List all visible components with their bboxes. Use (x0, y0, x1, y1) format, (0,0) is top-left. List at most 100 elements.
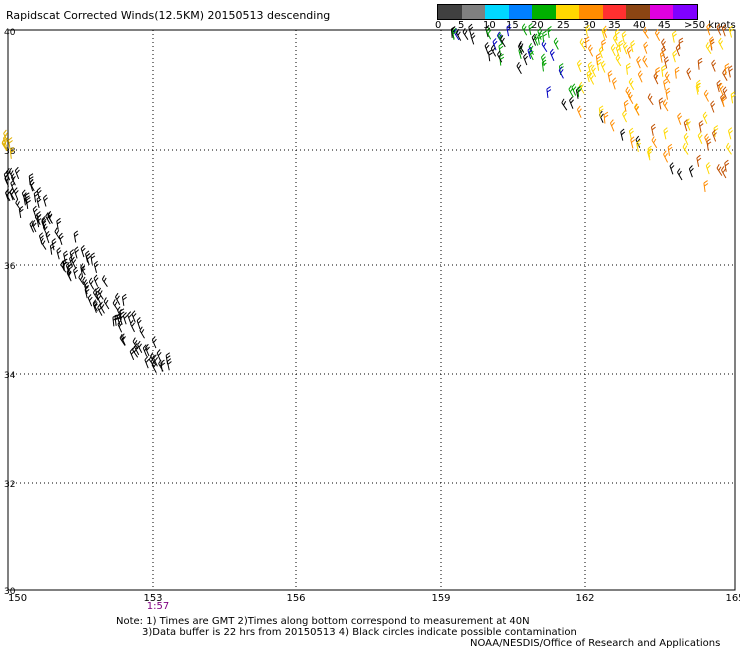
wind-barb (636, 139, 641, 152)
wind-barb (73, 266, 78, 280)
wind-barb (118, 312, 124, 325)
wind-barb (695, 82, 701, 95)
wind-barb (711, 59, 717, 72)
wind-barb (18, 206, 24, 219)
wind-barb (553, 37, 559, 50)
wind-barb (547, 26, 553, 39)
lat-tick-label: 34 (4, 371, 16, 381)
wind-barb (614, 28, 620, 41)
wind-barb (9, 188, 16, 201)
wind-barb (603, 111, 609, 124)
wind-barb (36, 187, 42, 200)
wind-barb (58, 232, 64, 245)
wind-barb (568, 85, 574, 98)
wind-barb (3, 129, 9, 142)
wind-barb (696, 154, 702, 167)
wind-barb (598, 46, 604, 59)
wind-barb (153, 354, 159, 367)
wind-barb (628, 127, 634, 140)
wind-barb (630, 136, 636, 149)
wind-barb (516, 62, 522, 75)
wind-barb (682, 142, 689, 155)
wind-barb (455, 28, 462, 41)
wind-barb (122, 312, 128, 325)
colorbar-segment (485, 5, 509, 19)
wind-barb (588, 44, 594, 57)
wind-barb (521, 23, 528, 36)
wind-barb (724, 63, 730, 75)
wind-barb (716, 80, 722, 93)
wind-barb (618, 39, 624, 52)
map-title: Rapidscat Corrected Winds(12.5KM) 201505… (6, 9, 331, 22)
wind-barb (528, 22, 534, 36)
wind-barb (588, 72, 595, 85)
colorbar-label: 25 (557, 20, 570, 31)
wind-barb (698, 120, 704, 133)
wind-barb (674, 66, 680, 79)
wind-barb (598, 105, 604, 118)
colorbar-label: 0 (435, 20, 442, 31)
wind-barb (541, 59, 547, 72)
wind-barb (600, 60, 606, 73)
wind-barb (721, 94, 727, 108)
colorbar-segment (555, 5, 580, 19)
wind-barb (69, 249, 75, 262)
wind-barb (703, 180, 709, 193)
wind-barb (40, 237, 47, 250)
colorbar-segment (602, 5, 627, 19)
wind-barb (26, 197, 31, 209)
wind-barb (579, 38, 586, 51)
wind-barb (677, 168, 683, 181)
wind-barb (160, 359, 166, 372)
wind-barb (517, 42, 523, 55)
wind-barb (101, 275, 108, 287)
wind-barb (721, 24, 727, 37)
wind-barb (661, 64, 667, 77)
wind-barb (672, 50, 678, 63)
wind-barb (569, 96, 574, 109)
wind-barb (612, 77, 617, 90)
wind-barb (492, 38, 498, 51)
wind-barb (42, 194, 48, 207)
wind-barb (643, 41, 649, 54)
wind-barb (80, 245, 86, 258)
wind-barb (664, 71, 671, 84)
pass-time-label: 1:57 (147, 601, 169, 612)
colorbar-segment (461, 5, 486, 19)
wind-barb (728, 25, 734, 38)
wind-barb (92, 299, 98, 312)
wind-barb (663, 127, 669, 140)
wind-barb (585, 24, 591, 37)
wind-barb (23, 193, 29, 206)
wind-barb (716, 23, 722, 36)
wind-barb (576, 59, 582, 72)
wind-barb (9, 146, 15, 159)
wind-barb (601, 26, 607, 40)
credit-line: NOAA/NESDIS/Office of Research and Appli… (470, 638, 721, 649)
wind-barb (561, 98, 568, 111)
wind-barb (595, 53, 601, 65)
wind-barb (609, 119, 615, 132)
wind-barb (647, 148, 652, 161)
wind-barb (542, 30, 548, 43)
colorbar-segment (626, 5, 650, 19)
wind-barb (144, 356, 150, 369)
wind-barb (156, 349, 162, 362)
wind-barb (115, 292, 121, 306)
wind-barb (630, 40, 636, 53)
wind-barb (5, 188, 11, 202)
wind-barb (705, 162, 711, 175)
wind-barb (82, 276, 88, 289)
wind-barb (558, 66, 564, 79)
wind-barb (470, 32, 476, 45)
wind-barb (683, 132, 689, 146)
wind-barb (84, 282, 89, 295)
note-line-2: 3)Data buffer is 22 hrs from 20150513 4)… (142, 627, 577, 638)
lon-tick-label: 159 (431, 593, 450, 604)
wind-barb (148, 355, 155, 368)
colorbar-label: 45 (658, 20, 671, 31)
wind-barb (664, 56, 669, 69)
wind-barb (615, 44, 621, 57)
wind-barb (702, 111, 708, 124)
wind-barb (45, 230, 51, 244)
